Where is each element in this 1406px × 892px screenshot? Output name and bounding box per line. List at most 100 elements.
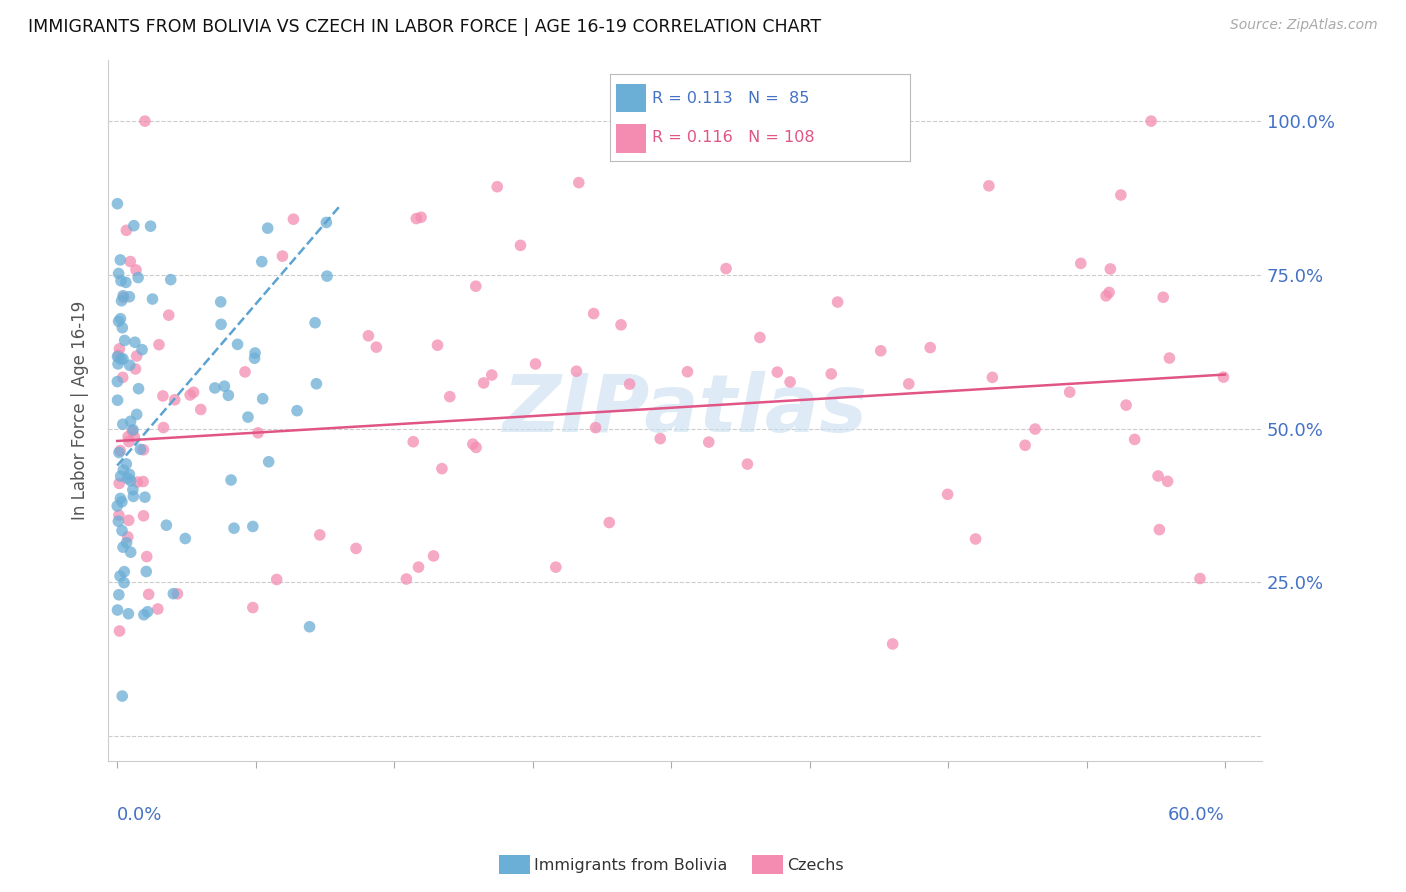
Point xyxy=(110,352,132,367)
Point xyxy=(250,254,273,268)
Point xyxy=(107,393,129,408)
Point xyxy=(304,316,326,330)
Point xyxy=(465,441,488,455)
Point xyxy=(242,600,264,615)
Point xyxy=(114,334,136,348)
Point xyxy=(1140,114,1163,128)
Point xyxy=(112,291,135,305)
Text: 60.0%: 60.0% xyxy=(1168,806,1225,824)
Point xyxy=(565,364,588,378)
Point xyxy=(132,442,155,457)
Point xyxy=(308,528,330,542)
Point xyxy=(125,263,148,277)
Point xyxy=(111,689,134,703)
Point xyxy=(134,490,156,504)
Point xyxy=(108,588,131,602)
Point xyxy=(110,274,132,288)
Point xyxy=(139,219,162,234)
Point xyxy=(766,365,789,379)
Point xyxy=(111,540,134,554)
Point xyxy=(233,365,256,379)
Point xyxy=(243,346,266,360)
Point xyxy=(714,261,737,276)
Point xyxy=(1070,256,1092,270)
Point xyxy=(1152,290,1174,304)
Point xyxy=(1188,572,1211,586)
Y-axis label: In Labor Force | Age 16-19: In Labor Force | Age 16-19 xyxy=(72,301,89,520)
Point xyxy=(920,341,942,355)
Point xyxy=(897,376,920,391)
Point xyxy=(124,335,146,350)
Point xyxy=(179,388,201,402)
Point xyxy=(748,330,770,344)
Point xyxy=(135,565,157,579)
Point xyxy=(1159,351,1181,365)
Point xyxy=(219,473,242,487)
Point xyxy=(582,307,605,321)
Point xyxy=(107,314,129,328)
Point xyxy=(121,483,143,497)
Point xyxy=(117,471,139,485)
Text: Source: ZipAtlas.com: Source: ZipAtlas.com xyxy=(1230,18,1378,32)
Point xyxy=(115,457,138,471)
Point xyxy=(1024,422,1046,436)
Point xyxy=(110,469,132,483)
Point xyxy=(141,292,163,306)
Point xyxy=(127,270,149,285)
Point xyxy=(882,637,904,651)
Point xyxy=(236,410,259,425)
Point xyxy=(107,196,129,211)
Point xyxy=(146,602,169,616)
Point xyxy=(122,430,145,444)
Point xyxy=(1099,262,1122,277)
Point xyxy=(1212,370,1234,384)
Point xyxy=(122,489,145,503)
Point xyxy=(110,293,132,308)
Point xyxy=(110,443,132,458)
Point xyxy=(110,311,132,326)
Point xyxy=(214,379,236,393)
Text: IMMIGRANTS FROM BOLIVIA VS CZECH IN LABOR FORCE | AGE 16-19 CORRELATION CHART: IMMIGRANTS FROM BOLIVIA VS CZECH IN LABO… xyxy=(28,18,821,36)
Point xyxy=(108,342,131,356)
Point xyxy=(111,524,134,538)
Point xyxy=(402,434,425,449)
Point xyxy=(120,254,142,268)
Point xyxy=(486,179,509,194)
Point xyxy=(118,358,141,372)
Point xyxy=(209,318,232,332)
Point xyxy=(162,587,184,601)
Point xyxy=(135,549,157,564)
Point xyxy=(676,365,699,379)
Point xyxy=(124,362,146,376)
Point xyxy=(405,211,427,226)
Point xyxy=(118,467,141,482)
Point xyxy=(439,390,461,404)
Text: Immigrants from Bolivia: Immigrants from Bolivia xyxy=(534,858,728,872)
Point xyxy=(1156,475,1178,489)
Point xyxy=(226,337,249,351)
Point xyxy=(132,508,155,523)
Point xyxy=(422,549,444,563)
Point xyxy=(305,376,328,391)
Point xyxy=(117,530,139,544)
Point xyxy=(1095,289,1118,303)
Point xyxy=(1109,188,1132,202)
Point xyxy=(357,328,380,343)
Point xyxy=(107,350,129,364)
Point xyxy=(1098,285,1121,300)
Point xyxy=(120,474,142,488)
Point xyxy=(155,518,177,533)
Point xyxy=(408,560,430,574)
Point xyxy=(366,340,388,354)
Point xyxy=(136,605,159,619)
Point xyxy=(105,499,128,513)
Point xyxy=(827,295,849,310)
Point xyxy=(242,519,264,533)
Point xyxy=(121,424,143,438)
Point xyxy=(204,381,226,395)
Point xyxy=(108,476,131,491)
Point xyxy=(509,238,531,252)
Point xyxy=(108,445,131,459)
Point xyxy=(111,494,134,508)
Point xyxy=(107,603,129,617)
